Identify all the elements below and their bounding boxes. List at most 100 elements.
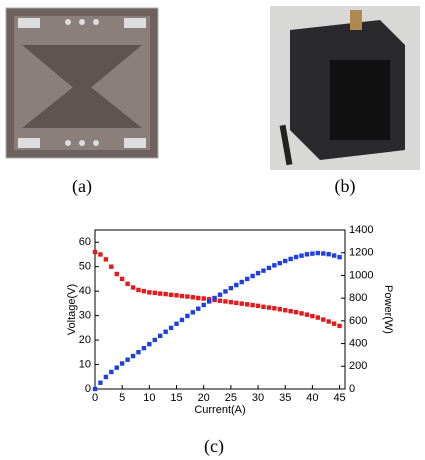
- data-point: [206, 299, 212, 304]
- data-point: [255, 303, 261, 309]
- x-tick-label: 35: [279, 392, 291, 404]
- x-tick-label: 30: [252, 392, 264, 404]
- x-tick-label: 25: [225, 392, 237, 404]
- data-point: [321, 251, 326, 256]
- x-tick-label: 0: [92, 392, 98, 404]
- data-point: [326, 251, 331, 257]
- y-tick-label: 60: [79, 236, 91, 248]
- data-point: [321, 317, 326, 322]
- y2-tick-label: 400: [349, 337, 367, 349]
- data-point: [114, 271, 119, 277]
- data-point: [315, 250, 321, 256]
- x-tick-label: 20: [198, 392, 210, 404]
- data-point: [250, 273, 255, 279]
- data-point: [125, 357, 130, 362]
- data-point: [147, 341, 152, 347]
- panel-label: (a): [72, 176, 92, 197]
- data-point: [331, 253, 337, 258]
- data-point: [119, 361, 125, 366]
- data-point: [228, 285, 234, 291]
- data-point: [103, 257, 109, 262]
- data-point: [283, 258, 288, 264]
- data-point: [130, 285, 136, 290]
- data-point: [337, 323, 342, 329]
- data-point: [185, 313, 190, 319]
- data-point: [185, 294, 190, 299]
- y-tick-label: 10: [79, 358, 91, 370]
- y-tick-label: 20: [79, 334, 91, 346]
- data-point: [168, 292, 174, 298]
- data-point: [119, 276, 125, 282]
- plot-frame: [94, 229, 346, 390]
- y2-tick-label: 1000: [349, 269, 373, 281]
- data-point: [109, 369, 114, 375]
- photo-a: [5, 7, 159, 159]
- data-point: [331, 321, 337, 326]
- data-point: [196, 306, 201, 311]
- data-point: [196, 295, 201, 301]
- data-point: [293, 309, 299, 315]
- data-point: [92, 249, 98, 255]
- data-point: [228, 299, 234, 305]
- y-tick-label: 0: [85, 383, 91, 395]
- data-point: [98, 252, 103, 257]
- data-point: [239, 279, 244, 285]
- y-tick-label: 50: [79, 261, 91, 273]
- data-point: [136, 287, 141, 293]
- data-point: [125, 281, 130, 287]
- data-point: [217, 298, 223, 303]
- data-point: [114, 365, 119, 370]
- data-point: [299, 253, 304, 258]
- y2-tick-label: 0: [349, 383, 355, 395]
- data-point: [179, 317, 185, 323]
- x-tick-label: 5: [119, 392, 125, 404]
- data-point: [158, 333, 163, 339]
- y-axis-label: Voltage(V): [66, 284, 78, 335]
- data-point: [217, 292, 223, 297]
- data-point: [293, 254, 299, 260]
- data-point: [250, 302, 255, 308]
- data-point: [234, 282, 239, 288]
- data-point: [255, 270, 261, 276]
- data-point: [288, 256, 293, 262]
- data-point: [98, 380, 103, 385]
- data-point: [174, 293, 179, 298]
- data-point: [272, 306, 277, 311]
- y2-tick-label: 800: [349, 292, 367, 304]
- data-point: [201, 302, 206, 308]
- data-point: [304, 312, 310, 317]
- data-point: [326, 319, 331, 324]
- data-point: [244, 302, 250, 307]
- data-point: [141, 345, 147, 351]
- y2-tick-label: 1200: [349, 247, 373, 259]
- data-point: [283, 308, 288, 313]
- data-point: [152, 290, 157, 296]
- data-point: [141, 288, 147, 294]
- y2-tick-label: 200: [349, 360, 367, 372]
- data-point: [277, 260, 282, 266]
- data-point: [163, 329, 168, 334]
- data-point: [315, 315, 321, 320]
- data-point: [299, 311, 304, 316]
- x-axis-label: Current(A): [194, 404, 245, 416]
- data-point: [212, 295, 217, 301]
- data-point: [223, 289, 228, 294]
- data-point: [304, 252, 310, 257]
- data-point: [266, 265, 272, 271]
- photo-b: [270, 6, 420, 170]
- data-point: [261, 304, 266, 310]
- data-point: [92, 386, 98, 392]
- y2-axis-label: Power(W): [382, 285, 394, 334]
- x-tick-label: 40: [306, 392, 318, 404]
- panel-label: (b): [335, 176, 356, 197]
- x-tick-label: 45: [333, 392, 345, 404]
- data-point: [109, 264, 114, 269]
- data-point: [261, 268, 266, 273]
- data-point: [288, 309, 293, 314]
- panel-label: (c): [204, 436, 224, 457]
- data-point: [244, 276, 250, 282]
- data-point: [190, 310, 196, 315]
- y2-tick-label: 600: [349, 315, 367, 327]
- data-point: [201, 296, 206, 301]
